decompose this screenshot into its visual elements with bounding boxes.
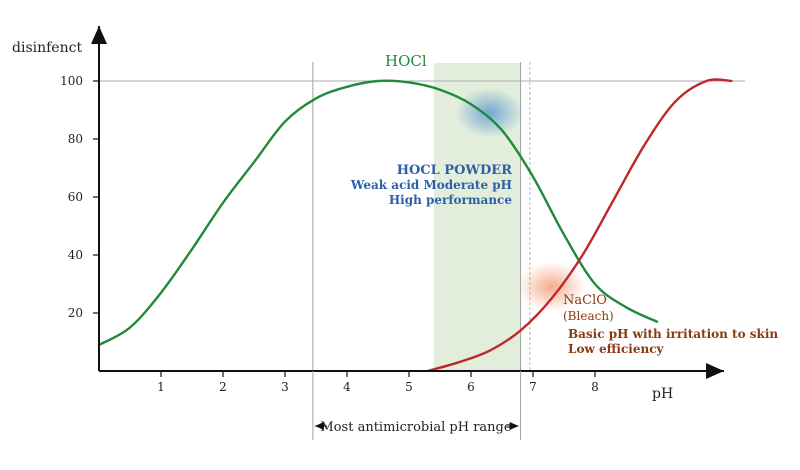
- x-tick-label-5: 5: [405, 380, 413, 394]
- y-axis-label: disinfenct: [12, 40, 82, 56]
- reference-lines: [99, 62, 745, 371]
- x-axis-label: pH: [652, 386, 673, 402]
- y-tick-label-80: 80: [68, 132, 83, 146]
- hocl-powder-line1: Weak acid Moderate pH: [350, 178, 512, 192]
- y-tick-label-20: 20: [68, 306, 83, 320]
- hocl-powder-line2: High performance: [389, 193, 513, 207]
- x-tick-label-8: 8: [591, 380, 599, 394]
- x-tick-label-1: 1: [157, 380, 165, 394]
- naclo-subtitle: (Bleach): [563, 309, 614, 323]
- series-hocl-line: [97, 79, 659, 347]
- x-tick-label-6: 6: [467, 380, 475, 394]
- x-tick-label-3: 3: [281, 380, 289, 394]
- x-tick-label-7: 7: [529, 380, 537, 394]
- naclo-note: NaClO (Bleach) Basic pH with irritation …: [563, 293, 778, 356]
- tick-labels: 1 2 3 4 5 6 7 8 20 40 60 80 100: [60, 74, 599, 394]
- hocl-powder-title: HOCL POWDER: [397, 163, 513, 178]
- y-tick-label-40: 40: [68, 248, 83, 262]
- x-tick-label-2: 2: [219, 380, 227, 394]
- hocl-curve-label: HOCl: [385, 52, 427, 70]
- naclo-title: NaClO: [563, 293, 607, 308]
- y-tick-label-100: 100: [60, 74, 83, 88]
- x-tick-label-4: 4: [343, 380, 351, 394]
- hocl-powder-marker: [455, 87, 524, 138]
- series-layer: [97, 78, 733, 373]
- series-naclo-line: [426, 78, 733, 373]
- naclo-line1: Basic pH with irritation to skin: [568, 327, 778, 341]
- naclo-line2: Low efficiency: [568, 342, 665, 356]
- hocl-powder-note: HOCL POWDER Weak acid Moderate pH High p…: [350, 163, 512, 207]
- y-tick-label-60: 60: [68, 190, 83, 204]
- range-label: Most antimicrobial pH range: [320, 420, 511, 435]
- antimicrobial-range-indicator: Most antimicrobial pH range: [312, 371, 522, 440]
